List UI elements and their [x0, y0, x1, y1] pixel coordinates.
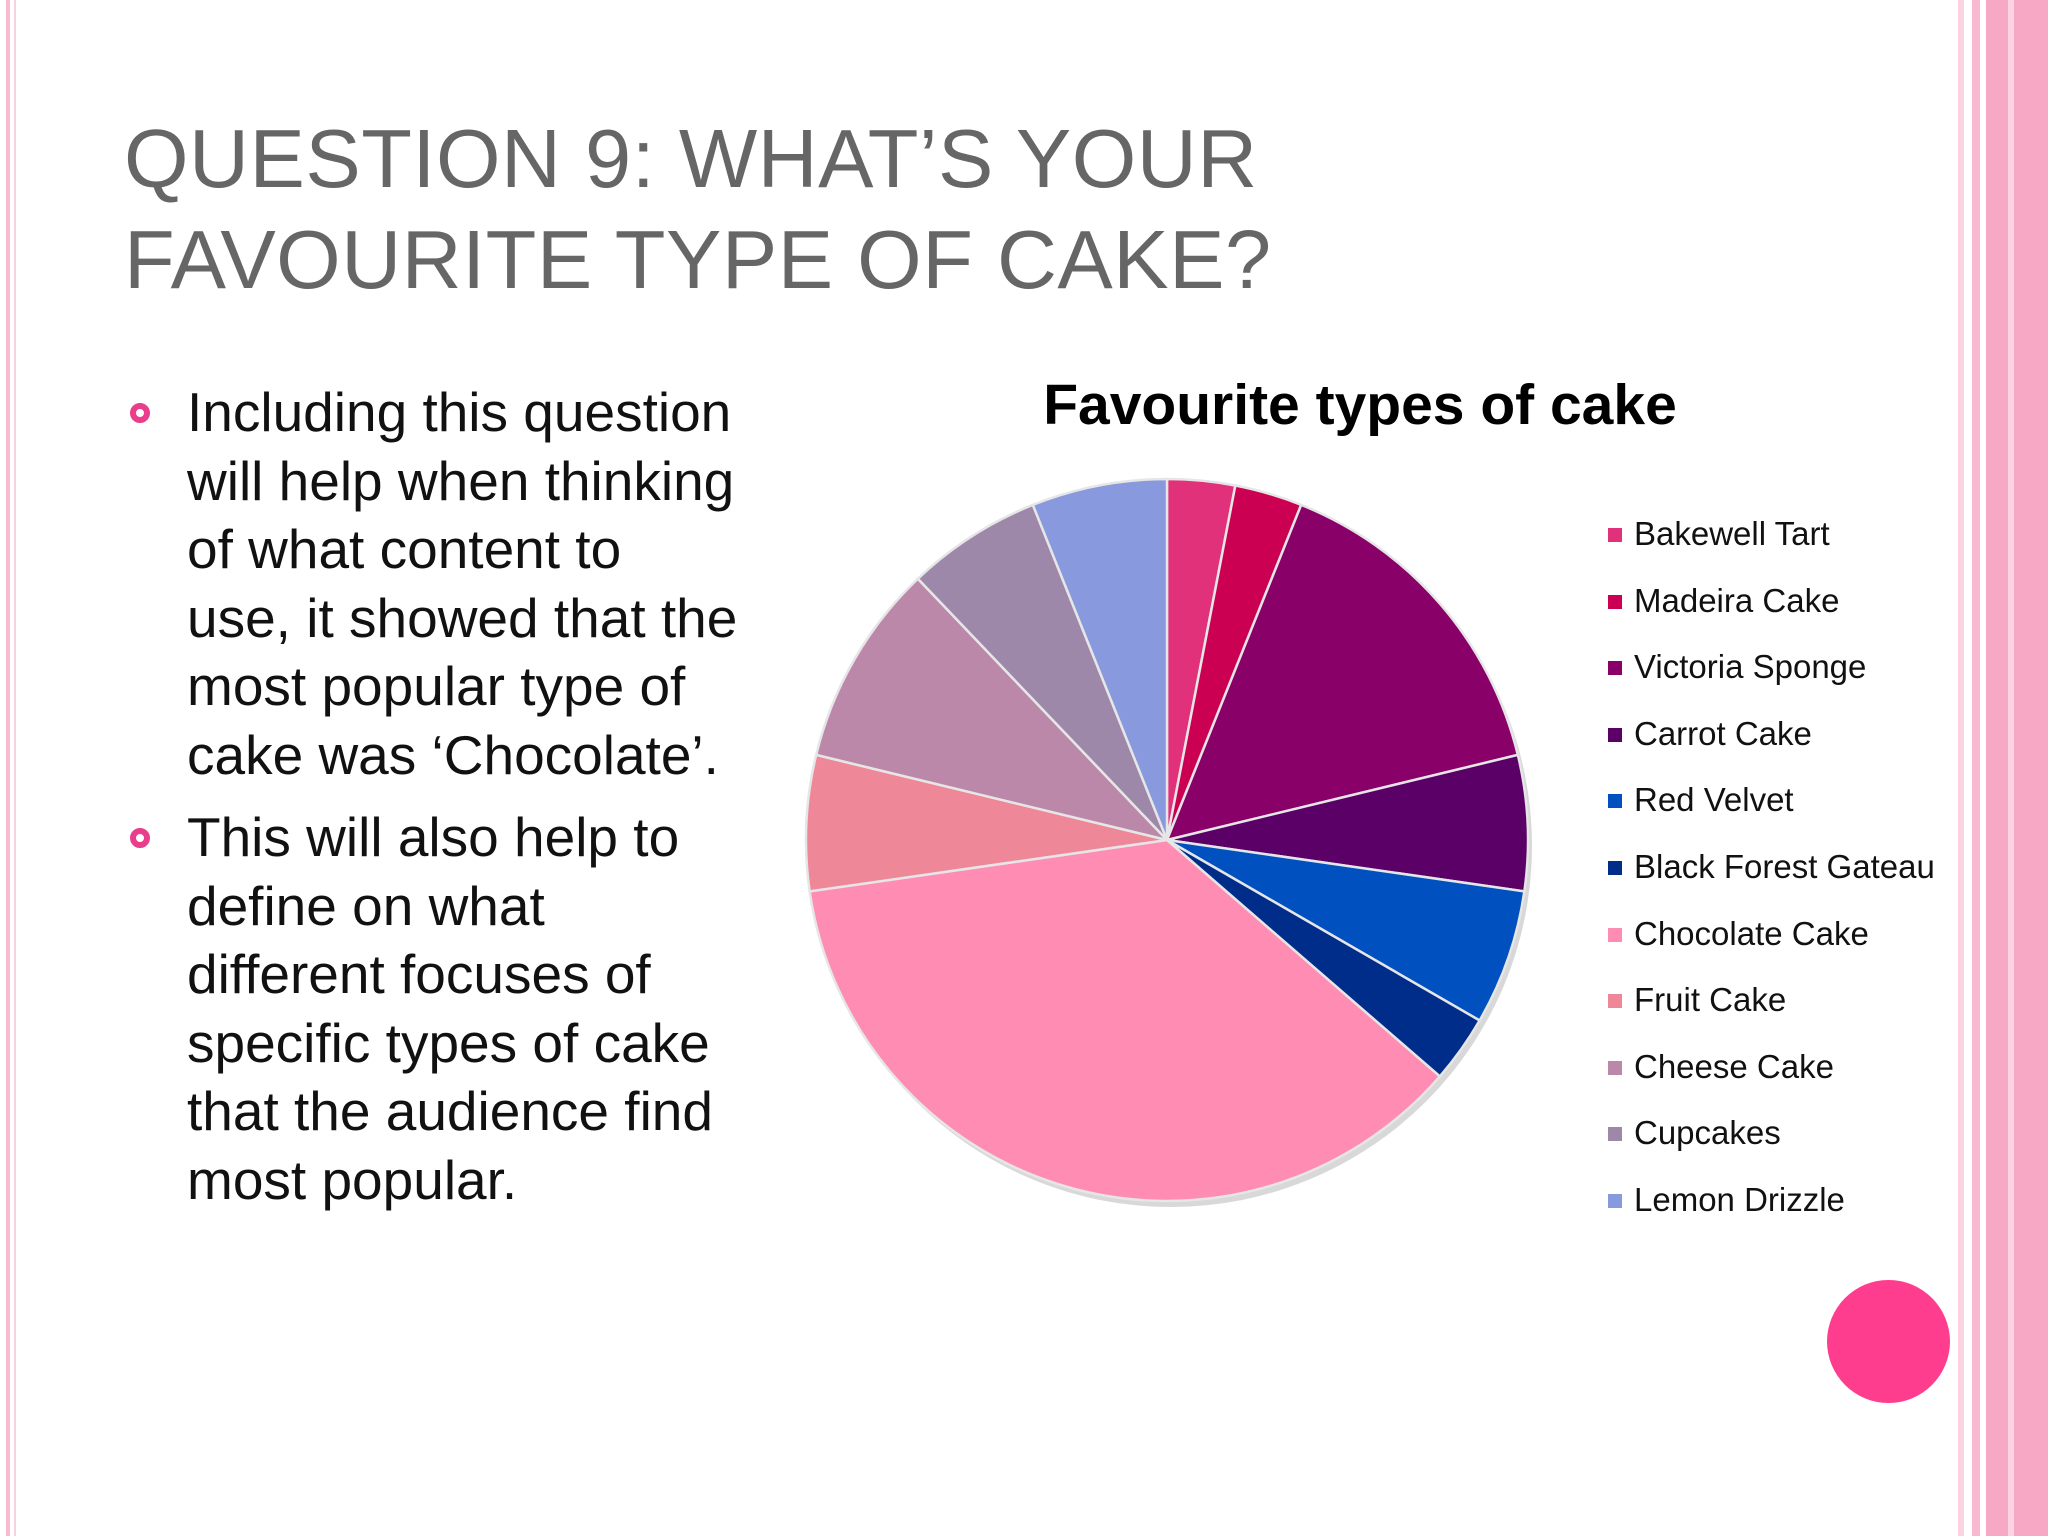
ring-bullet-icon: [130, 828, 150, 848]
legend-item: Fruit Cake: [1605, 972, 1935, 1039]
right-edge-stripe-3: [2008, 0, 2014, 1536]
legend-swatch: [1608, 994, 1622, 1009]
legend-label: Cupcakes: [1634, 1114, 1781, 1152]
bullet-line: most popular type of: [187, 655, 686, 717]
bullet-line: that the audience find: [187, 1080, 713, 1142]
legend-label: Fruit Cake: [1634, 981, 1787, 1019]
legend-swatch: [1608, 1127, 1622, 1142]
pie-slice-red-velvet: [1166, 838, 1526, 1023]
legend-swatch: [1608, 594, 1622, 609]
legend-label: Black Forest Gateau: [1634, 847, 1935, 885]
legend-item: Lemon Drizzle: [1605, 1172, 1935, 1239]
pink-circle-decoration: [1827, 1280, 1950, 1403]
legend-swatch: [1608, 1193, 1622, 1208]
pie-slice-carrot-cake: [1166, 753, 1530, 893]
legend-label: Madeira Cake: [1634, 581, 1840, 619]
legend-swatch: [1608, 860, 1622, 875]
pie-slice-victoria-sponge: [1164, 503, 1520, 842]
legend-swatch: [1608, 794, 1622, 809]
legend-swatch: [1608, 528, 1622, 542]
legend-item: Red Velvet: [1605, 772, 1935, 839]
legend-label: Victoria Sponge: [1634, 648, 1867, 686]
legend-item: Cheese Cake: [1605, 1039, 1935, 1106]
pie-chart: [804, 477, 1532, 1207]
legend-item: Victoria Sponge: [1605, 639, 1935, 706]
slide-title: QUESTION 9: WHAT’S YOUR FAVOURITE TYPE O…: [124, 108, 1424, 310]
right-edge-band: [1986, 0, 2048, 1536]
legend-label: Red Velvet: [1634, 781, 1794, 819]
pie-slice-cupcakes: [916, 503, 1169, 841]
ring-bullet-icon: [130, 403, 150, 423]
bullet-item: Including this question will help when t…: [124, 378, 784, 789]
bullet-line: of what content to: [187, 518, 622, 580]
legend-label: Chocolate Cake: [1634, 914, 1869, 952]
bullet-item: This will also help to define on what di…: [124, 803, 784, 1214]
bullet-line: different focuses of: [187, 943, 651, 1005]
chart-title: Favourite types of cake: [1043, 373, 1677, 437]
legend-item: Carrot Cake: [1605, 706, 1935, 773]
legend-label: Lemon Drizzle: [1634, 1180, 1845, 1218]
legend-label: Cheese Cake: [1634, 1047, 1834, 1085]
pie-slice-cheese-cake: [814, 576, 1171, 843]
bullet-line: define on what: [187, 874, 545, 937]
legend-swatch: [1608, 927, 1622, 942]
legend-swatch: [1608, 1060, 1622, 1075]
slide-title-line: FAVOURITE TYPE OF CAKE?: [124, 213, 1272, 306]
legend-item: Cupcakes: [1605, 1105, 1935, 1172]
right-edge-stripe-2: [1972, 0, 1980, 1536]
pie-slice-lemon-drizzle: [1031, 477, 1169, 841]
slide-title-line: QUESTION 9: WHAT’S YOUR: [124, 112, 1258, 205]
legend-label: Carrot Cake: [1634, 714, 1812, 752]
bullet-line: most popular.: [187, 1148, 518, 1211]
legend-item: Bakewell Tart: [1605, 506, 1935, 573]
bullet-line: will help when thinking: [187, 449, 735, 512]
legend-item: Chocolate Cake: [1605, 906, 1935, 973]
pie-slice-chocolate-cake: [808, 838, 1442, 1203]
legend-swatch: [1608, 727, 1622, 742]
bullet-line: specific types of cake: [187, 1011, 710, 1074]
chart-legend: Bakewell Tart Madeira Cake Victoria Sponge…: [1605, 506, 1935, 1239]
legend-item: Black Forest Gateau: [1605, 839, 1935, 906]
bullet-line: use, it showed that the: [187, 586, 738, 649]
pie-slice-fruit-cake: [804, 753, 1168, 893]
legend-label: Bakewell Tart: [1634, 515, 1830, 552]
left-edge-stripe: [6, 0, 10, 1536]
bullet-line: cake was ‘Chocolate’.: [187, 723, 719, 786]
bullet-line: Including this question: [187, 381, 732, 443]
left-edge-stripe-inner: [14, 0, 16, 1536]
bullet-list: Including this question will help when t…: [124, 378, 784, 1228]
bullet-line: This will also help to: [187, 806, 680, 868]
legend-swatch: [1608, 661, 1622, 676]
legend-item: Madeira Cake: [1605, 573, 1935, 640]
right-edge-stripe-1: [1958, 0, 1964, 1536]
